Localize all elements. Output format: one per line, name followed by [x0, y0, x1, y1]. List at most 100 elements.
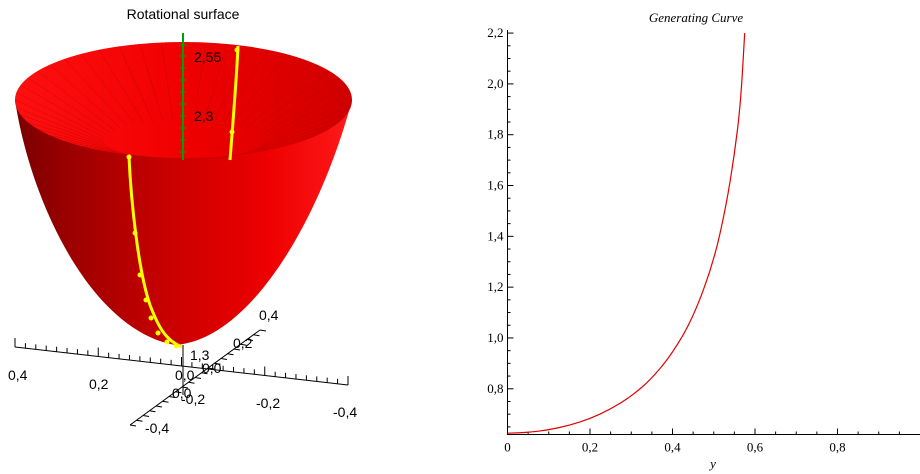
rim-mesh-line	[16, 107, 105, 143]
rim-mesh-line	[213, 46, 249, 122]
depth-axis-tick	[240, 343, 247, 346]
y-tick-label: 2,0	[487, 76, 503, 91]
rim-mesh-line	[27, 121, 110, 148]
rim-mesh-line	[232, 53, 287, 125]
y-tick-label: 0,8	[487, 381, 503, 396]
rim-mesh-line	[262, 107, 351, 143]
rim-mesh-line	[20, 114, 107, 146]
depth-axis-tick	[136, 419, 143, 422]
rim-mesh-line	[161, 42, 174, 121]
x-tick-label-2: 0,0	[172, 385, 192, 401]
depth-axis-tick	[220, 358, 228, 360]
generating-curve-front	[127, 156, 183, 349]
depth-axis-tick	[227, 353, 234, 356]
curve-panel: Generating Curve 0,8 1,0 1,2 1,4 1,6 1,8 2,0 2,…	[487, 10, 920, 471]
x-tick-label: 0,2	[582, 440, 598, 455]
x-tick-label: 0,8	[829, 440, 845, 455]
rim-mesh-line	[260, 114, 347, 146]
rim-mesh-line	[239, 58, 303, 127]
rim-mesh-line	[257, 121, 340, 148]
depth-axis-tick	[233, 348, 241, 351]
y-tick-label: 1,6	[487, 178, 504, 193]
rim-mesh-line	[37, 70, 115, 131]
bowl-outer-surface	[15, 100, 352, 345]
rim-mesh-line	[252, 128, 330, 151]
curve-points	[126, 47, 240, 349]
rim-mesh-line	[246, 64, 318, 129]
rim-mesh-line	[257, 77, 340, 133]
rim-mesh-line	[99, 149, 144, 158]
rim-mesh-line	[64, 58, 128, 127]
y-right-tick-1: 0,2	[233, 335, 253, 351]
depth-axis-tick	[168, 396, 176, 398]
depth-axis-tick	[207, 367, 215, 370]
rim-mesh-line	[193, 157, 206, 161]
x-axis-label: y	[708, 456, 716, 471]
z-axis-ticks	[179, 44, 187, 153]
depth-axis-tick	[201, 372, 208, 375]
generating-curve-back	[228, 45, 240, 161]
rim-mesh-line	[118, 46, 154, 122]
x-tick-label: 0,6	[747, 440, 764, 455]
depth-axis-tick	[162, 400, 169, 403]
surface-title: Rotational surface	[127, 6, 240, 22]
y-tick-labels: 0,8 1,0 1,2 1,4 1,6 1,8 2,0 2,2	[487, 25, 504, 396]
rim-mesh-line	[20, 84, 107, 136]
y-tick-label: 1,0	[487, 330, 503, 345]
depth-axis-tick	[175, 391, 182, 394]
depth-tick-label-0: 0,0	[175, 367, 195, 383]
rim-mesh-line	[232, 145, 287, 157]
x-tick-labels: 0 0,2 0,4 0,6 0,8	[504, 440, 845, 455]
series-line	[507, 33, 746, 434]
rim-mesh-line	[260, 84, 347, 136]
depth-axis-tick	[129, 424, 137, 427]
rim-mesh-line	[37, 128, 115, 151]
y-tick-label: 1,4	[487, 228, 504, 243]
rim-mesh-line	[204, 155, 228, 160]
rim-mesh-line	[193, 42, 206, 121]
rim-mesh-line	[80, 53, 135, 125]
depth-axis-tick	[246, 339, 254, 341]
y-right-tick-0: 0,4	[259, 307, 279, 323]
depth-axis-tick	[188, 381, 195, 384]
rim-mesh-line	[139, 155, 163, 160]
depth-axis-tick	[253, 334, 260, 337]
rim-mesh-line	[16, 92, 105, 138]
x-tick-label-1: 0,2	[89, 376, 109, 392]
z-tick-label-0: 2,55	[194, 49, 221, 65]
y-tick-label: 1,2	[487, 279, 503, 294]
extra-z-tick: 1,3	[190, 347, 210, 363]
depth-tick-label-1: -0,2	[181, 391, 205, 407]
rim-mesh-line	[161, 157, 174, 161]
rim-mesh-line	[263, 99, 353, 141]
depth-axis-tick	[149, 410, 156, 413]
rim-mesh-line	[262, 92, 351, 138]
depth-axis-ticks	[129, 329, 267, 427]
y-tick-label: 1,8	[487, 127, 503, 142]
rim-mesh-line	[240, 140, 303, 155]
rim-mesh-line	[49, 135, 121, 153]
x-tick-label-0: 0,4	[8, 367, 28, 383]
depth-axis-tick	[142, 415, 150, 417]
rim-mesh-line	[252, 70, 330, 131]
depth-axis-tick	[214, 362, 221, 365]
rim-mesh-line	[203, 43, 228, 121]
rim-mesh-line	[27, 77, 110, 133]
axis-ticks-2d	[507, 32, 900, 435]
rim-mesh-line	[139, 43, 164, 121]
rim-mesh-line	[246, 135, 318, 153]
y-right-tick-2: 0,0	[202, 360, 222, 376]
x-axis-ticks	[14, 338, 349, 385]
depth-axis-tick	[194, 377, 202, 379]
x-tick-label: 0	[504, 440, 511, 455]
rim-mesh-line	[99, 49, 144, 123]
y-tick-label: 2,2	[487, 25, 503, 40]
depth-tick-label-2: -0,4	[145, 420, 169, 436]
rim-mesh-line	[223, 49, 268, 123]
x-tick-label-3: -0,2	[256, 395, 280, 411]
rim-mesh-line	[49, 64, 121, 129]
rim-mesh-line	[80, 145, 135, 157]
curve-title: Generating Curve	[649, 10, 743, 25]
surface-panel: Rotational surface 2,55 2,3	[8, 6, 357, 436]
depth-axis-tick	[155, 405, 163, 408]
